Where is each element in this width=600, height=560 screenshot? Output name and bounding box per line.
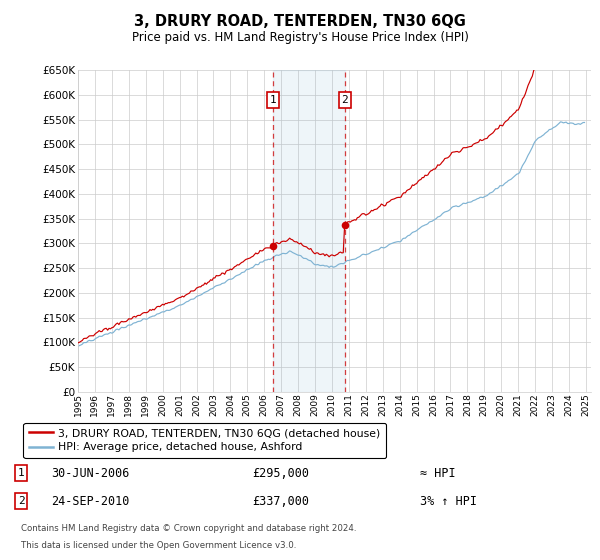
Text: 2: 2	[17, 496, 25, 506]
Text: 1: 1	[17, 468, 25, 478]
Text: Price paid vs. HM Land Registry's House Price Index (HPI): Price paid vs. HM Land Registry's House …	[131, 31, 469, 44]
Text: 1: 1	[269, 95, 276, 105]
Text: ≈ HPI: ≈ HPI	[420, 466, 455, 480]
Text: 30-JUN-2006: 30-JUN-2006	[51, 466, 130, 480]
Text: 3% ↑ HPI: 3% ↑ HPI	[420, 494, 477, 508]
Text: 3, DRURY ROAD, TENTERDEN, TN30 6QG: 3, DRURY ROAD, TENTERDEN, TN30 6QG	[134, 14, 466, 29]
Text: £337,000: £337,000	[252, 494, 309, 508]
Text: 2: 2	[341, 95, 348, 105]
Text: £295,000: £295,000	[252, 466, 309, 480]
Bar	[273, 70, 344, 392]
Text: 24-SEP-2010: 24-SEP-2010	[51, 494, 130, 508]
Text: This data is licensed under the Open Government Licence v3.0.: This data is licensed under the Open Gov…	[21, 541, 296, 550]
Text: Contains HM Land Registry data © Crown copyright and database right 2024.: Contains HM Land Registry data © Crown c…	[21, 524, 356, 533]
Legend: 3, DRURY ROAD, TENTERDEN, TN30 6QG (detached house), HPI: Average price, detache: 3, DRURY ROAD, TENTERDEN, TN30 6QG (deta…	[23, 423, 386, 458]
